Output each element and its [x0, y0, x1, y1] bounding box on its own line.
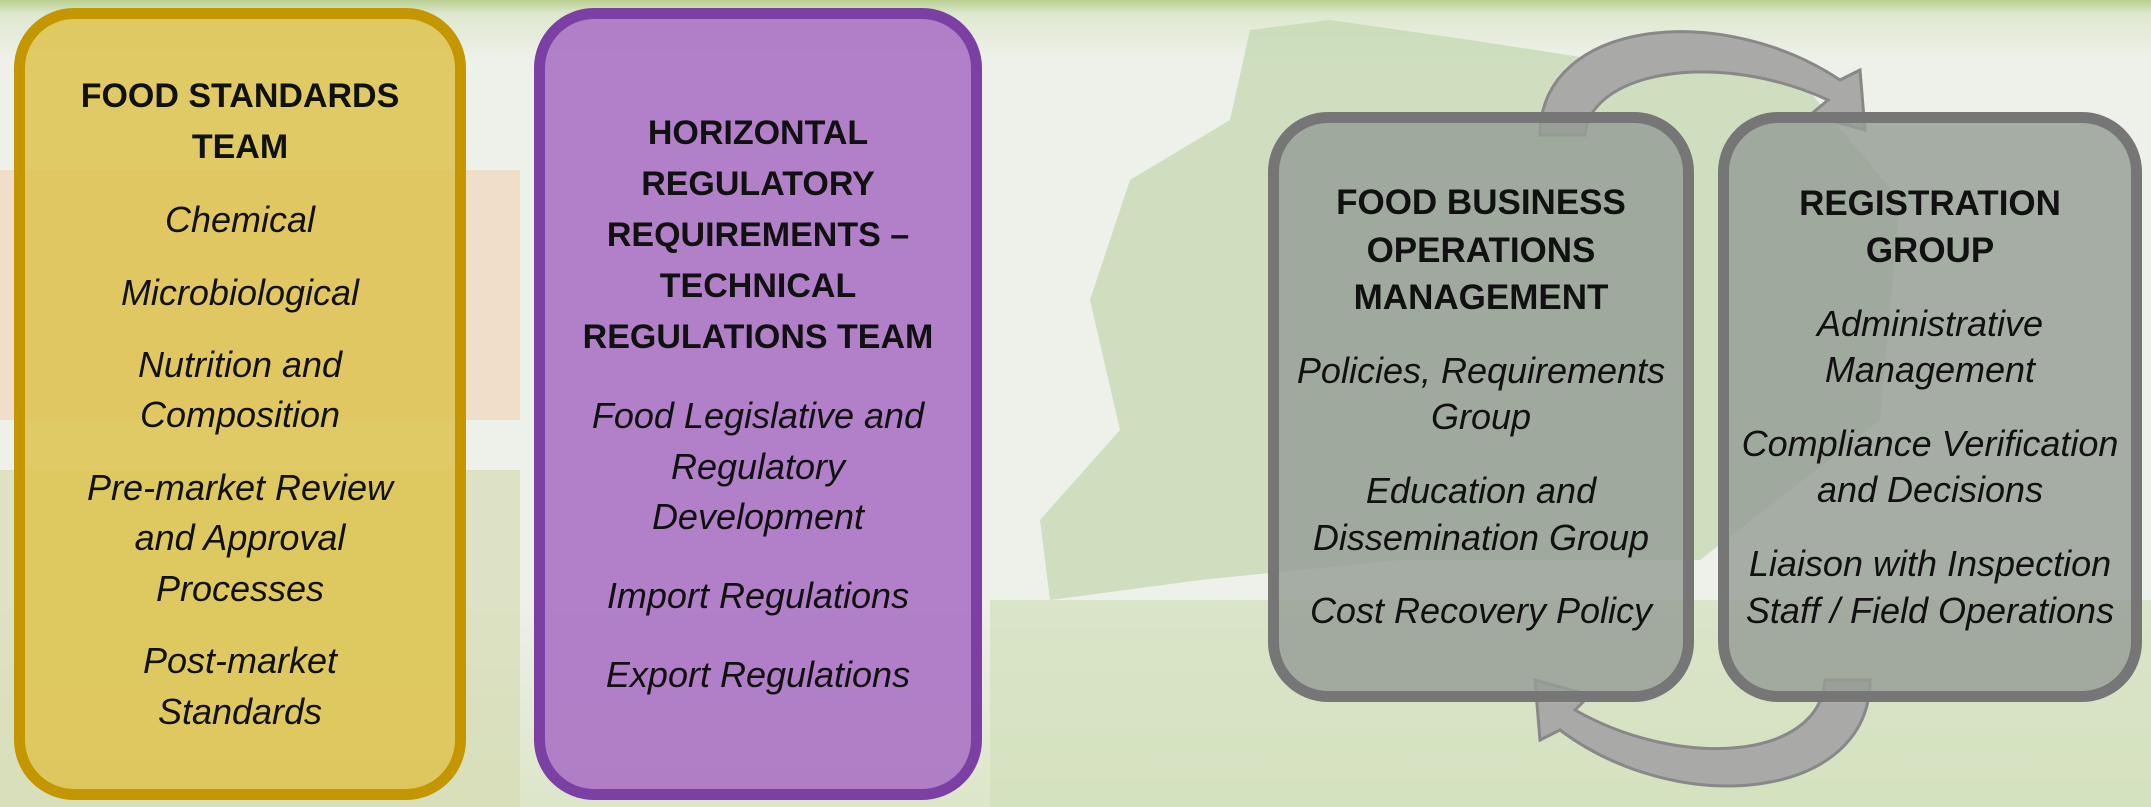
box-item: Chemical: [164, 199, 316, 241]
box-item: Nutrition and Composition: [137, 344, 343, 436]
box-item: Pre-market Review and Approval Processes: [86, 466, 394, 609]
box-item: Policies, Requirements Group: [1296, 349, 1666, 438]
box-item: Food Legislative and Regulatory Developm…: [591, 395, 925, 537]
box-item: Education and Dissemination Group: [1312, 469, 1650, 558]
box-item: Cost Recovery Policy: [1309, 589, 1653, 631]
box-item: Import Regulations: [606, 575, 910, 616]
team-box: HORIZONTAL REGULATORY REQUIREMENTS – TEC…: [534, 8, 982, 800]
box-title: HORIZONTAL REGULATORY REQUIREMENTS – TEC…: [582, 113, 934, 356]
cycle-arrow-bottom: [1533, 677, 1872, 788]
box-item: Post-market Standards: [142, 640, 338, 732]
box-item: Administrative Management: [1816, 302, 2044, 391]
box-item: Export Regulations: [605, 654, 911, 695]
box-item: Microbiological: [120, 271, 360, 313]
box-title: FOOD STANDARDS TEAM: [80, 77, 400, 167]
cycle-arrow-top: [1538, 30, 1867, 137]
box-title: REGISTRATION GROUP: [1799, 183, 2061, 270]
team-box: FOOD STANDARDS TEAM Chemical Microbiologic…: [14, 8, 466, 800]
box-item: Liaison with Inspection Staff / Field Op…: [1745, 542, 2115, 631]
box-item: Compliance Verification and Decisions: [1741, 422, 2119, 511]
team-box: FOOD BUSINESS OPERATIONS MANAGEMENT Polic…: [1268, 112, 1694, 702]
team-box: REGISTRATION GROUP Administrative Managem…: [1718, 112, 2142, 702]
box-title: FOOD BUSINESS OPERATIONS MANAGEMENT: [1336, 183, 1626, 317]
